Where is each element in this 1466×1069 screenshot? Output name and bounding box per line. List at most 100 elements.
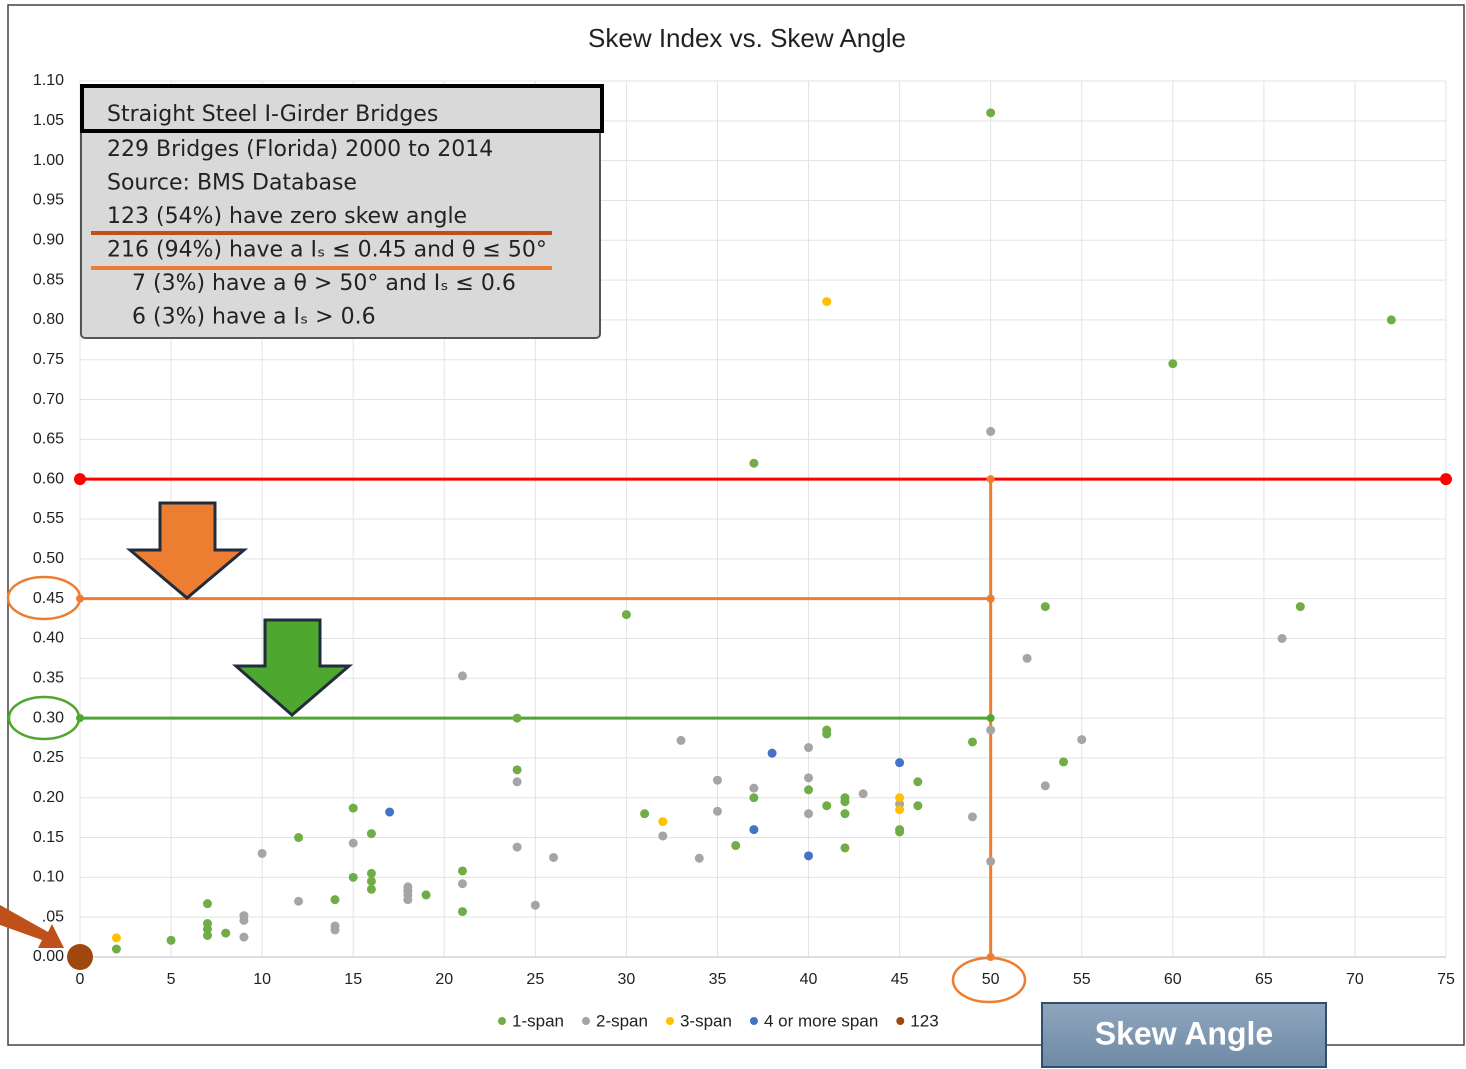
point — [1295, 602, 1305, 612]
y-tick-label: 0.60 — [33, 470, 64, 487]
point — [512, 842, 522, 852]
point — [895, 805, 905, 815]
point — [822, 801, 832, 811]
point — [895, 758, 905, 768]
point — [457, 879, 467, 889]
y-tick-label: 0.55 — [33, 510, 64, 527]
y-tick-label: 0.15 — [33, 829, 64, 846]
x-tick-label: 25 — [526, 971, 544, 988]
y-tick-label: 0.85 — [33, 271, 64, 288]
point — [366, 829, 376, 839]
point — [967, 812, 977, 822]
legend-marker — [665, 1017, 674, 1025]
annotation-title: Straight Steel I-Girder Bridges — [107, 102, 438, 127]
points — [67, 108, 1396, 970]
point — [457, 671, 467, 681]
point — [221, 928, 231, 938]
legend-marker — [896, 1017, 905, 1025]
point — [530, 900, 540, 910]
point — [111, 933, 121, 943]
point — [512, 777, 522, 787]
x-tick-label: 10 — [253, 971, 271, 988]
point — [676, 735, 686, 745]
point — [1059, 757, 1069, 767]
point — [1168, 359, 1178, 369]
orange-arrow — [125, 501, 249, 600]
annotation-line: 123 (54%) have zero skew angle — [107, 204, 467, 229]
point — [895, 793, 905, 803]
annotation-line: 229 Bridges (Florida) 2000 to 2014 — [107, 137, 493, 162]
legend-label: 123 — [910, 1011, 938, 1030]
point — [712, 806, 722, 816]
x-tick-label: 20 — [435, 971, 453, 988]
point — [895, 827, 905, 837]
reference-lines — [74, 473, 1452, 961]
point — [457, 866, 467, 876]
circle-highlight — [6, 575, 82, 621]
point — [1386, 315, 1396, 325]
point — [366, 884, 376, 894]
y-tick-label: 0.25 — [33, 749, 64, 766]
point — [348, 803, 358, 813]
circle-highlight — [7, 695, 81, 741]
x-tick-label: 50 — [982, 971, 1000, 988]
point — [804, 743, 814, 753]
y-tick-label: 0.10 — [33, 869, 64, 886]
point — [202, 924, 212, 934]
y-tick-label: 1.05 — [33, 112, 64, 129]
x-tick-label: 5 — [167, 971, 176, 988]
point — [1040, 781, 1050, 791]
point — [1077, 735, 1087, 745]
x-tick-label: 45 — [891, 971, 909, 988]
legend-label: 2-span — [596, 1011, 648, 1030]
point — [986, 856, 996, 866]
point — [111, 944, 121, 954]
point — [749, 825, 759, 835]
y-tick-label: 1.10 — [33, 72, 64, 89]
annotation-line: 6 (3%) have a Iₛ > 0.6 — [132, 305, 376, 330]
x-tick-label: 70 — [1346, 971, 1364, 988]
x-tick-label: 40 — [800, 971, 818, 988]
x-tick-label: 30 — [618, 971, 636, 988]
annotation-header — [80, 84, 604, 133]
legend: 1-span 2-span 3-span 4 or more span 123 — [498, 1011, 939, 1030]
point — [749, 793, 759, 803]
point — [804, 851, 814, 861]
point — [403, 895, 413, 905]
point — [804, 785, 814, 795]
y-tick-label: 0.30 — [33, 709, 64, 726]
point — [986, 426, 996, 436]
point — [749, 458, 759, 468]
point — [658, 817, 668, 827]
point — [239, 932, 249, 942]
point — [822, 729, 832, 739]
point — [330, 895, 340, 905]
x-tick-label: 65 — [1255, 971, 1273, 988]
y-tick-label: 1.00 — [33, 152, 64, 169]
point — [385, 807, 395, 817]
y-tick-label: 0.65 — [33, 431, 64, 448]
x-tick-label: 0 — [76, 971, 85, 988]
point — [986, 725, 996, 735]
point — [822, 297, 832, 307]
annotation-line: 7 (3%) have a θ > 50° and Iₛ ≤ 0.6 — [132, 271, 516, 296]
y-tick-label: 0.20 — [33, 789, 64, 806]
point — [913, 777, 923, 787]
point — [257, 848, 267, 858]
point — [549, 852, 559, 862]
point — [202, 899, 212, 909]
point — [840, 797, 850, 807]
point — [512, 713, 522, 723]
point — [421, 890, 431, 900]
green-arrow — [232, 618, 354, 717]
point — [658, 831, 668, 841]
point — [767, 748, 777, 758]
point — [239, 915, 249, 925]
chart-title: Skew Index vs. Skew Angle — [588, 23, 906, 53]
reference-point — [986, 594, 995, 603]
point — [330, 925, 340, 935]
legend-marker — [498, 1017, 506, 1025]
point — [294, 896, 304, 906]
y-tick-label: 0.95 — [33, 192, 64, 209]
point — [621, 610, 631, 620]
